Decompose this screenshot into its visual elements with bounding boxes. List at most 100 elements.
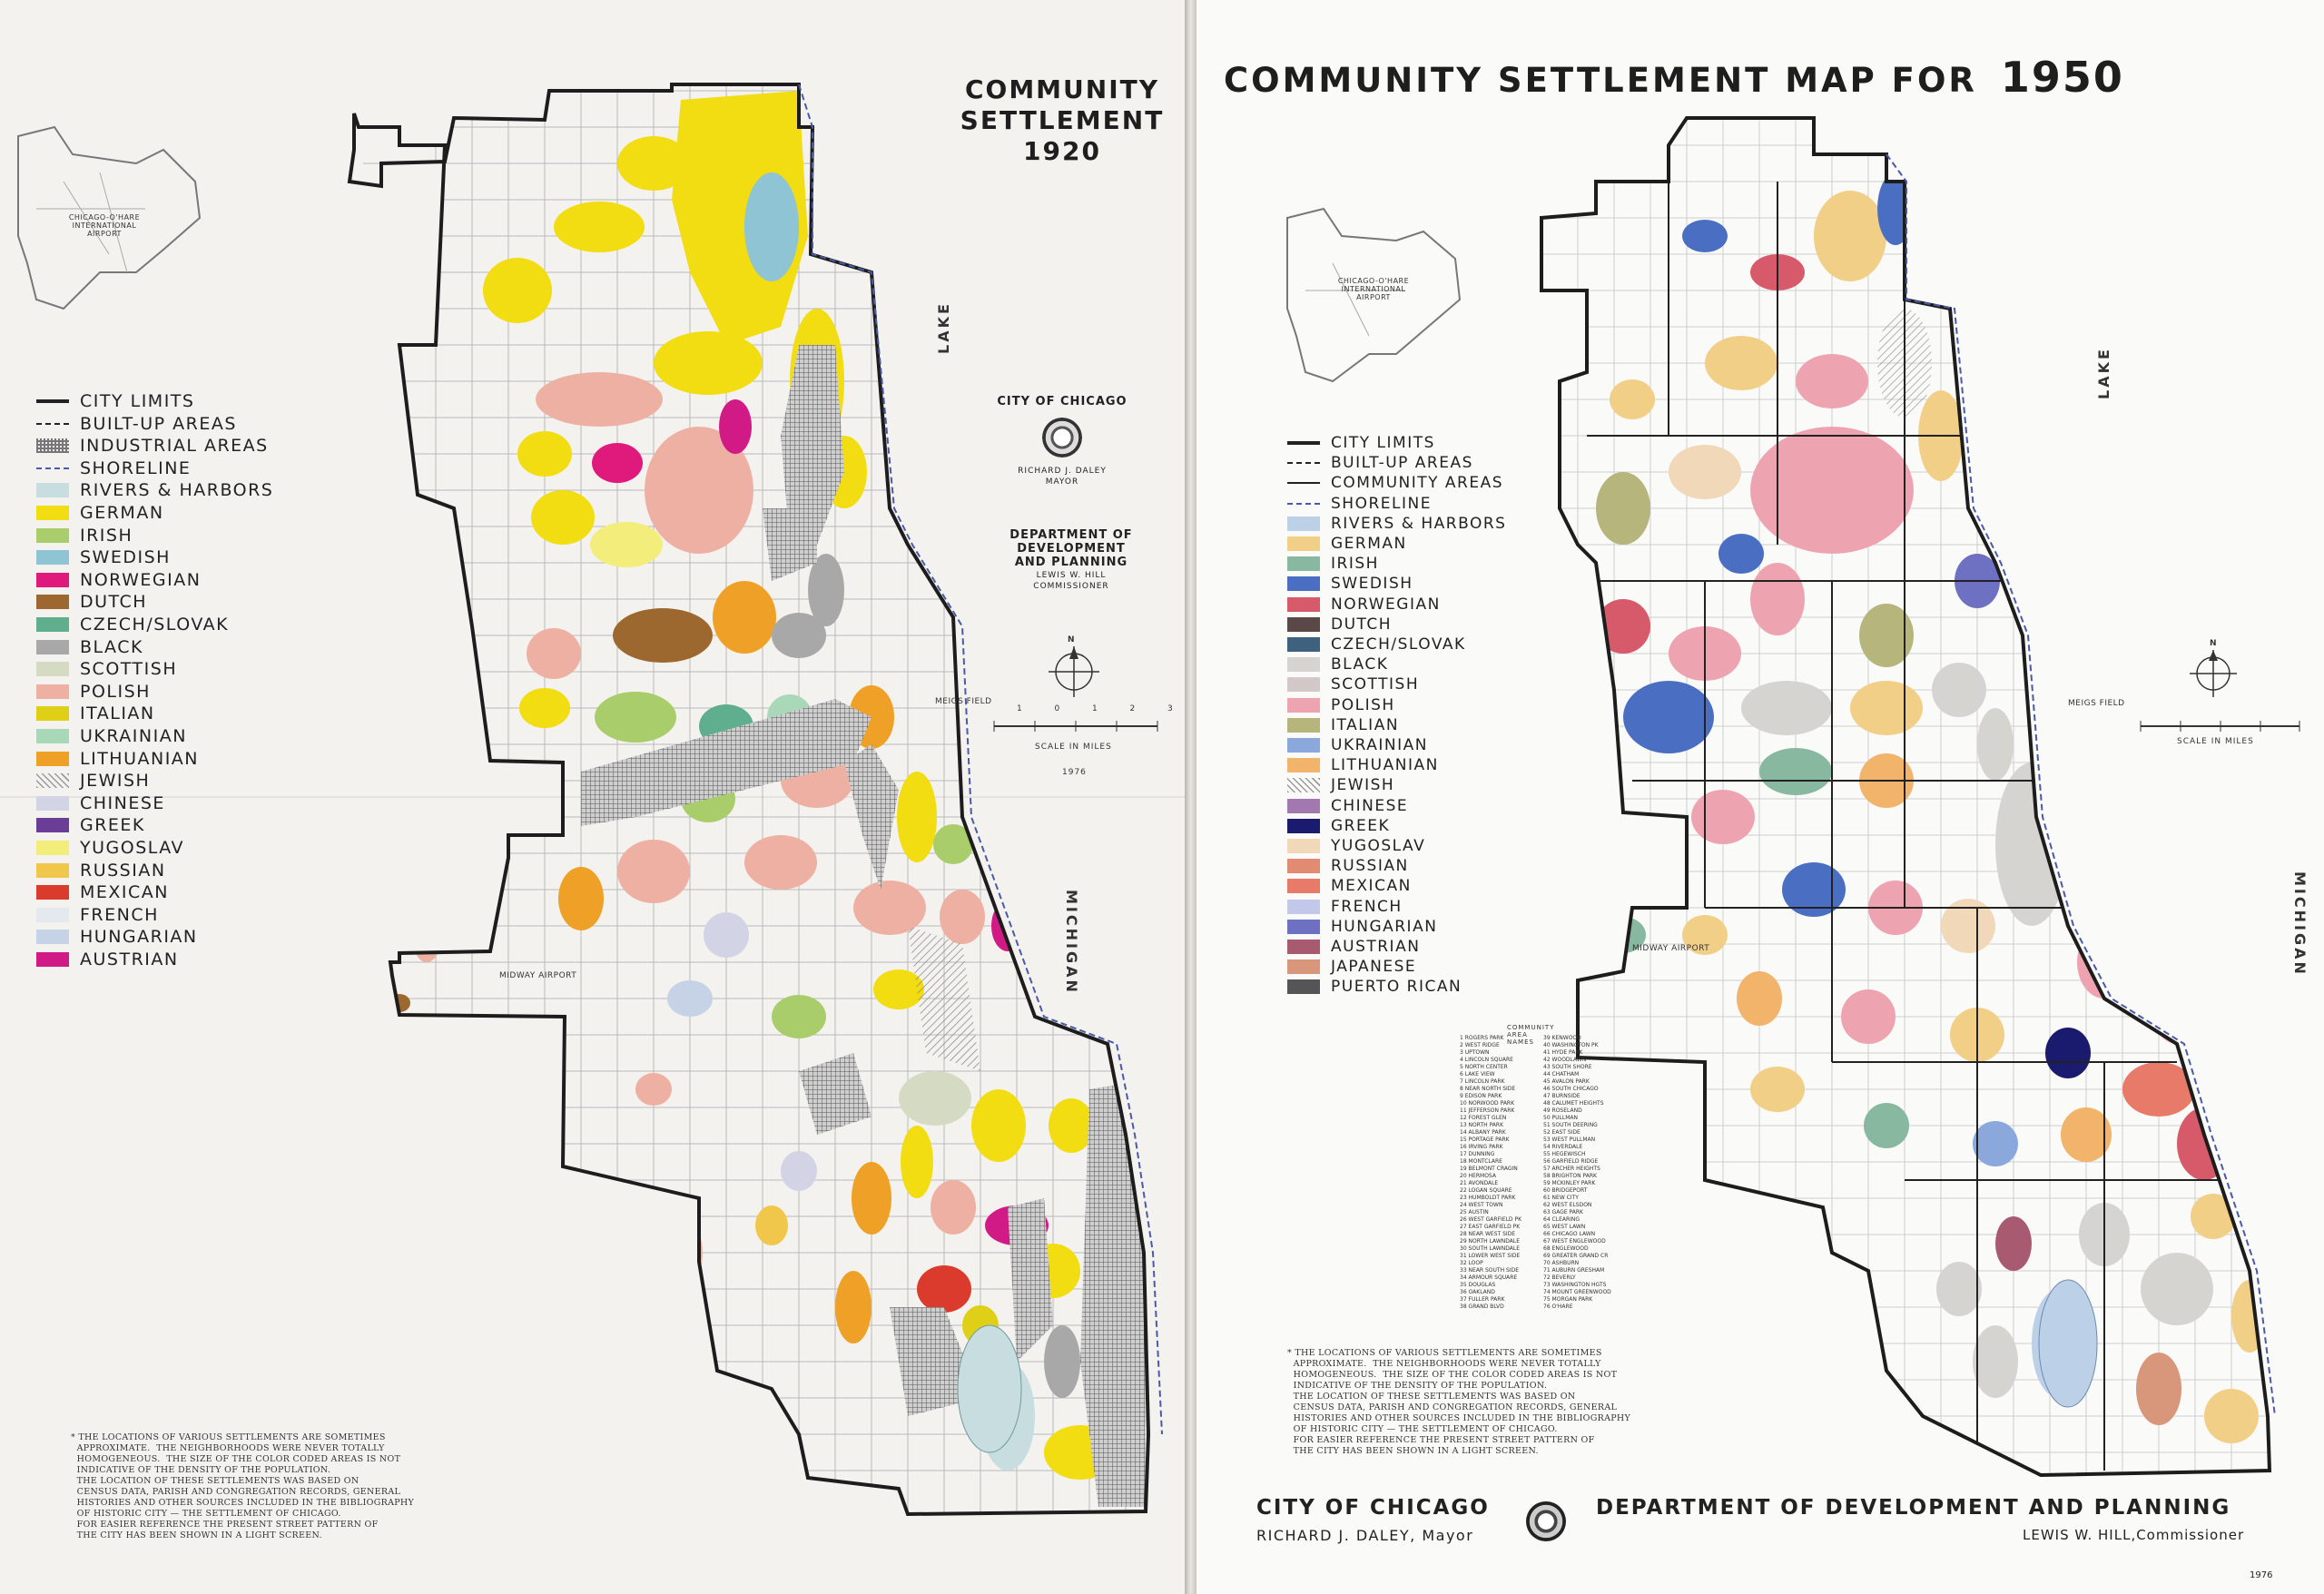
legend-item-italian: ITALIAN (1287, 714, 1399, 736)
city-limits-1920 (347, 83, 1151, 1517)
legend-item-norwegian: NORWEGIAN (36, 569, 201, 591)
community-area-name: 46 SOUTH CHICAGO (1543, 1086, 1599, 1092)
lake-label-1920: LAKE (935, 301, 952, 354)
legend-item-chinese: CHINESE (1287, 795, 1408, 817)
legend-item-black: BLACK (36, 636, 143, 658)
legend-item-russian: RUSSIAN (1287, 855, 1409, 877)
legend-label: CITY LIMITS (1331, 434, 1435, 452)
legend-item-hungarian: HUNGARIAN (1287, 916, 1437, 938)
legend-swatch (1287, 959, 1320, 975)
legend-swatch (1287, 482, 1320, 485)
community-area-name: 50 PULLMAN (1543, 1115, 1579, 1121)
community-area-name: 76 O'HARE (1543, 1304, 1573, 1310)
map-title-1950: COMMUNITY SETTLEMENT MAP FOR 1950 (1224, 53, 2313, 102)
legend-item-built-up-areas: BUILT-UP AREAS (1287, 452, 1473, 474)
legend-item-polish: POLISH (36, 681, 151, 703)
legend-item-mexican: MEXICAN (1287, 875, 1412, 897)
legend-label: POLISH (80, 681, 151, 702)
community-area-name: 55 HEGEWISCH (1543, 1151, 1586, 1157)
legend-swatch (1287, 657, 1320, 673)
legend-swatch (1287, 818, 1320, 833)
footer-mayor: RICHARD J. DALEY, Mayor (1256, 1527, 1474, 1544)
footer-city-name: CITY OF CHICAGO (1256, 1496, 1490, 1520)
legend-item-norwegian: NORWEGIAN (1287, 594, 1441, 615)
legend-label: IRISH (1331, 555, 1379, 574)
legend-item-irish: IRISH (1287, 553, 1379, 575)
community-area-name: 33 NEAR SOUTH SIDE (1460, 1267, 1519, 1274)
legend-label: DUTCH (80, 592, 148, 613)
community-area-name: 29 NORTH LAWNDALE (1460, 1238, 1520, 1245)
community-area-name: 73 WASHINGTON HGTS (1543, 1282, 1607, 1288)
compass-1950 (2190, 650, 2237, 697)
title-line-2: SETTLEMENT (960, 105, 1165, 135)
legend-label: FRENCH (1331, 897, 1403, 916)
legend-swatch (36, 706, 69, 722)
scale-tick: 2 (1129, 704, 1137, 713)
legend-item-german: GERMAN (1287, 533, 1407, 555)
community-area-name: 48 CALUMET HEIGHTS (1543, 1100, 1604, 1107)
scale-label-1920: SCALE IN MILES (1035, 743, 1112, 752)
legend-label: GERMAN (1331, 535, 1407, 553)
compass-1920 (1049, 646, 1099, 697)
legend-label: GREEK (80, 815, 145, 836)
map-sheet-1920: COMMUNITY SETTLEMENT 1920 CITY OF CHICAG… (0, 0, 1185, 1594)
community-area-name: 41 HYDE PARK (1543, 1049, 1583, 1056)
community-area-name: 47 BURNSIDE (1543, 1093, 1581, 1099)
meigs-label-1920: MEIGS FIELD (935, 697, 992, 706)
legend-item-yugoslav: YUGOSLAV (1287, 835, 1425, 857)
legend-item-greek: GREEK (1287, 815, 1390, 837)
legend-swatch (1287, 839, 1320, 853)
legend-label: YUGOSLAV (80, 838, 185, 858)
city-header: CITY OF CHICAGO (997, 395, 1128, 408)
legend-label: JAPANESE (1331, 958, 1417, 977)
community-area-name: 58 BRIGHTON PARK (1543, 1173, 1597, 1179)
legend-item-japanese: JAPANESE (1287, 956, 1416, 978)
community-area-name: 34 ARMOUR SQUARE (1460, 1274, 1518, 1281)
ohare-label-1920: CHICAGO-O'HARE INTERNATIONAL AIRPORT (68, 213, 141, 238)
community-area-name: 56 GARFIELD RIDGE (1543, 1158, 1599, 1165)
ohare-outline-1950 (1286, 207, 1462, 383)
legend-item-ukrainian: UKRAINIAN (36, 725, 187, 747)
legend-item-jewish: JEWISH (1287, 774, 1394, 796)
legend-item-swedish: SWEDISH (36, 546, 171, 568)
legend-swatch (36, 773, 69, 789)
community-area-name: 11 JEFFERSON PARK (1460, 1107, 1515, 1114)
community-area-name: 57 ARCHER HEIGHTS (1543, 1166, 1600, 1172)
legend-item-built-up-areas: BUILT-UP AREAS (36, 413, 237, 435)
community-area-name: 63 GAGE PARK (1543, 1209, 1583, 1215)
legend-label: GREEK (1331, 816, 1391, 835)
legend-item-industrial-areas: INDUSTRIAL AREAS (36, 435, 269, 457)
legend-swatch (1287, 616, 1320, 632)
legend-label: RIVERS & HARBORS (1331, 514, 1507, 533)
legend-swatch (36, 617, 69, 632)
legend-item-lithuanian: LITHUANIAN (1287, 754, 1439, 776)
legend-label: SCOTTISH (1331, 675, 1420, 694)
community-area-name: 12 FOREST GLEN (1460, 1115, 1507, 1121)
legend-label: IRISH (80, 525, 133, 546)
legend-item-scottish: SCOTTISH (36, 658, 177, 680)
legend-label: SCOTTISH (80, 659, 178, 680)
legend-swatch (1287, 576, 1320, 592)
legend-swatch (1287, 738, 1320, 753)
legend-swatch (36, 952, 69, 967)
community-area-name: 17 DUNNING (1460, 1151, 1495, 1157)
legend-swatch (1287, 697, 1320, 713)
legend-swatch (1287, 536, 1320, 551)
legend-label: JEWISH (80, 771, 151, 792)
legend-item-french: FRENCH (1287, 896, 1403, 918)
city-map-1920 (17, 83, 1163, 1517)
legend-label: CHINESE (80, 792, 165, 813)
sheet-gutter (1185, 0, 1196, 1594)
community-area-name: 40 WASHINGTON PK (1543, 1042, 1599, 1048)
legend-item-czech-slovak: CZECH/SLOVAK (1287, 634, 1466, 655)
legend-swatch (1287, 677, 1320, 693)
community-area-name: 74 MOUNT GREENWOOD (1543, 1289, 1611, 1295)
community-area-name: 13 NORTH PARK (1460, 1122, 1504, 1128)
title-line-3: 1920 (1023, 136, 1101, 166)
legend-swatch (36, 467, 69, 469)
community-area-name: 66 CHICAGO LAWN (1543, 1231, 1596, 1237)
legend-label: MEXICAN (80, 882, 169, 903)
legend-item-community-areas: COMMUNITY AREAS (1287, 472, 1503, 494)
legend-label: CZECH/SLOVAK (1331, 635, 1466, 654)
midway-label-1950: MIDWAY AIRPORT (1632, 944, 1710, 953)
